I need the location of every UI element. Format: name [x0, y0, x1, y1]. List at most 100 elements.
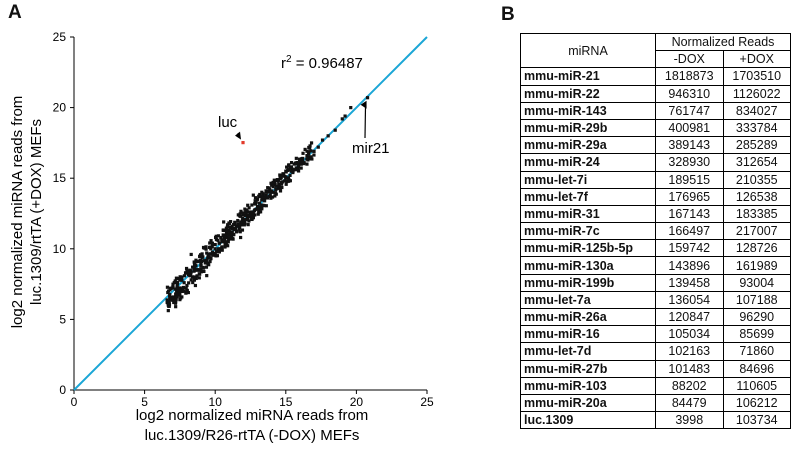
- mirna-name-cell: mmu-let-7a: [520, 290, 656, 310]
- data-point: [260, 198, 264, 202]
- table-row: mmu-let-7d 102163 71860: [520, 342, 791, 361]
- data-point: [199, 259, 204, 264]
- data-point: [298, 160, 302, 164]
- data-point: [227, 237, 231, 241]
- data-point: [288, 166, 292, 170]
- data-point: [281, 172, 285, 176]
- data-point: [244, 211, 248, 215]
- data-point: [197, 272, 201, 276]
- data-point: [210, 245, 214, 249]
- plus-dox-cell: 103734: [722, 411, 791, 430]
- data-point: [219, 235, 223, 240]
- axes: [73, 37, 427, 391]
- data-point: [246, 223, 250, 227]
- plus-dox-cell: 285289: [722, 136, 791, 155]
- data-point: [299, 162, 303, 166]
- minus-dox-cell: 1818873: [655, 67, 724, 86]
- data-point: [188, 268, 192, 272]
- data-point: [188, 274, 193, 278]
- minus-dox-cell: 139458: [655, 273, 724, 292]
- data-point: [231, 237, 235, 241]
- data-point: [299, 166, 303, 170]
- data-point: [210, 242, 215, 247]
- table-row: mmu-miR-20a 84479 106212: [520, 393, 791, 413]
- data-point: [257, 208, 261, 213]
- data-point: [178, 293, 182, 297]
- data-point: [285, 165, 289, 169]
- data-point: [288, 179, 292, 183]
- data-point: [253, 208, 257, 212]
- data-point: [168, 286, 172, 290]
- data-point: [208, 241, 212, 245]
- data-point: [266, 186, 270, 190]
- data-point: [226, 223, 230, 227]
- data-point: [227, 221, 231, 226]
- data-point: [270, 195, 275, 199]
- data-point: [192, 269, 196, 273]
- mirna-name-cell: mmu-miR-103: [520, 376, 656, 395]
- data-point: [257, 194, 261, 199]
- data-point: [271, 185, 275, 189]
- data-point: [178, 289, 182, 293]
- data-point: [303, 147, 307, 152]
- data-point: [277, 182, 281, 186]
- data-point: [296, 169, 301, 173]
- data-point: [267, 194, 272, 199]
- data-point: [333, 128, 337, 132]
- table-row: mmu-miR-29a 389143 285289: [520, 136, 791, 155]
- y-tick-label: 20: [53, 101, 67, 115]
- data-point: [235, 229, 239, 233]
- data-point: [309, 157, 313, 161]
- minus-dox-cell: 120847: [655, 307, 724, 327]
- data-point: [213, 235, 218, 240]
- data-point: [282, 179, 286, 183]
- data-point: [201, 245, 206, 250]
- mirna-name-cell: mmu-miR-7c: [520, 222, 656, 241]
- data-point: [305, 149, 309, 153]
- data-point: [166, 289, 171, 293]
- table-row: mmu-miR-29b 400981 333784: [520, 118, 791, 138]
- data-point: [173, 280, 177, 284]
- data-point: [232, 232, 236, 237]
- data-point: [189, 271, 193, 275]
- data-point: [253, 213, 257, 217]
- data-point: [204, 258, 209, 262]
- luc-annotation: luc: [218, 114, 238, 131]
- data-point: [280, 185, 284, 190]
- data-point: [178, 276, 182, 280]
- minus-dox-cell: 136054: [655, 290, 724, 310]
- data-point: [241, 211, 245, 215]
- col-group-header: Normalized Reads: [655, 32, 791, 52]
- data-point: [187, 281, 191, 285]
- data-point: [181, 285, 186, 290]
- data-point: [258, 210, 263, 214]
- data-point: [272, 178, 276, 182]
- data-point: [243, 207, 247, 211]
- data-point: [181, 287, 185, 291]
- data-point: [227, 236, 232, 240]
- x-axis-label-line1: log2 normalized miRNA reads from: [136, 407, 369, 424]
- mirna-name-cell: mmu-miR-199b: [520, 273, 656, 292]
- data-point: [182, 281, 186, 285]
- data-point: [193, 276, 197, 280]
- table-row: mmu-miR-130a 143896 161989: [520, 256, 791, 275]
- data-point: [229, 233, 233, 237]
- minus-dox-cell: 84479: [655, 393, 724, 413]
- x-tick-label: 10: [209, 395, 223, 409]
- data-point: [203, 261, 207, 265]
- data-point: [290, 167, 294, 171]
- y-tick-label: 10: [53, 242, 67, 256]
- minus-dox-cell: 159742: [655, 239, 724, 258]
- data-point: [277, 185, 282, 189]
- mirna-name-cell: mmu-miR-130a: [520, 256, 656, 275]
- data-point: [204, 245, 208, 249]
- table-subheader-row: -DOX +DOX: [521, 50, 791, 69]
- data-point: [269, 190, 273, 194]
- data-point: [258, 192, 262, 197]
- data-point: [282, 174, 286, 178]
- data-point: [260, 190, 264, 194]
- plus-dox-cell: 183385: [722, 204, 791, 224]
- data-point: [294, 156, 298, 160]
- x-tick-label: 20: [350, 395, 364, 409]
- data-point: [260, 194, 264, 198]
